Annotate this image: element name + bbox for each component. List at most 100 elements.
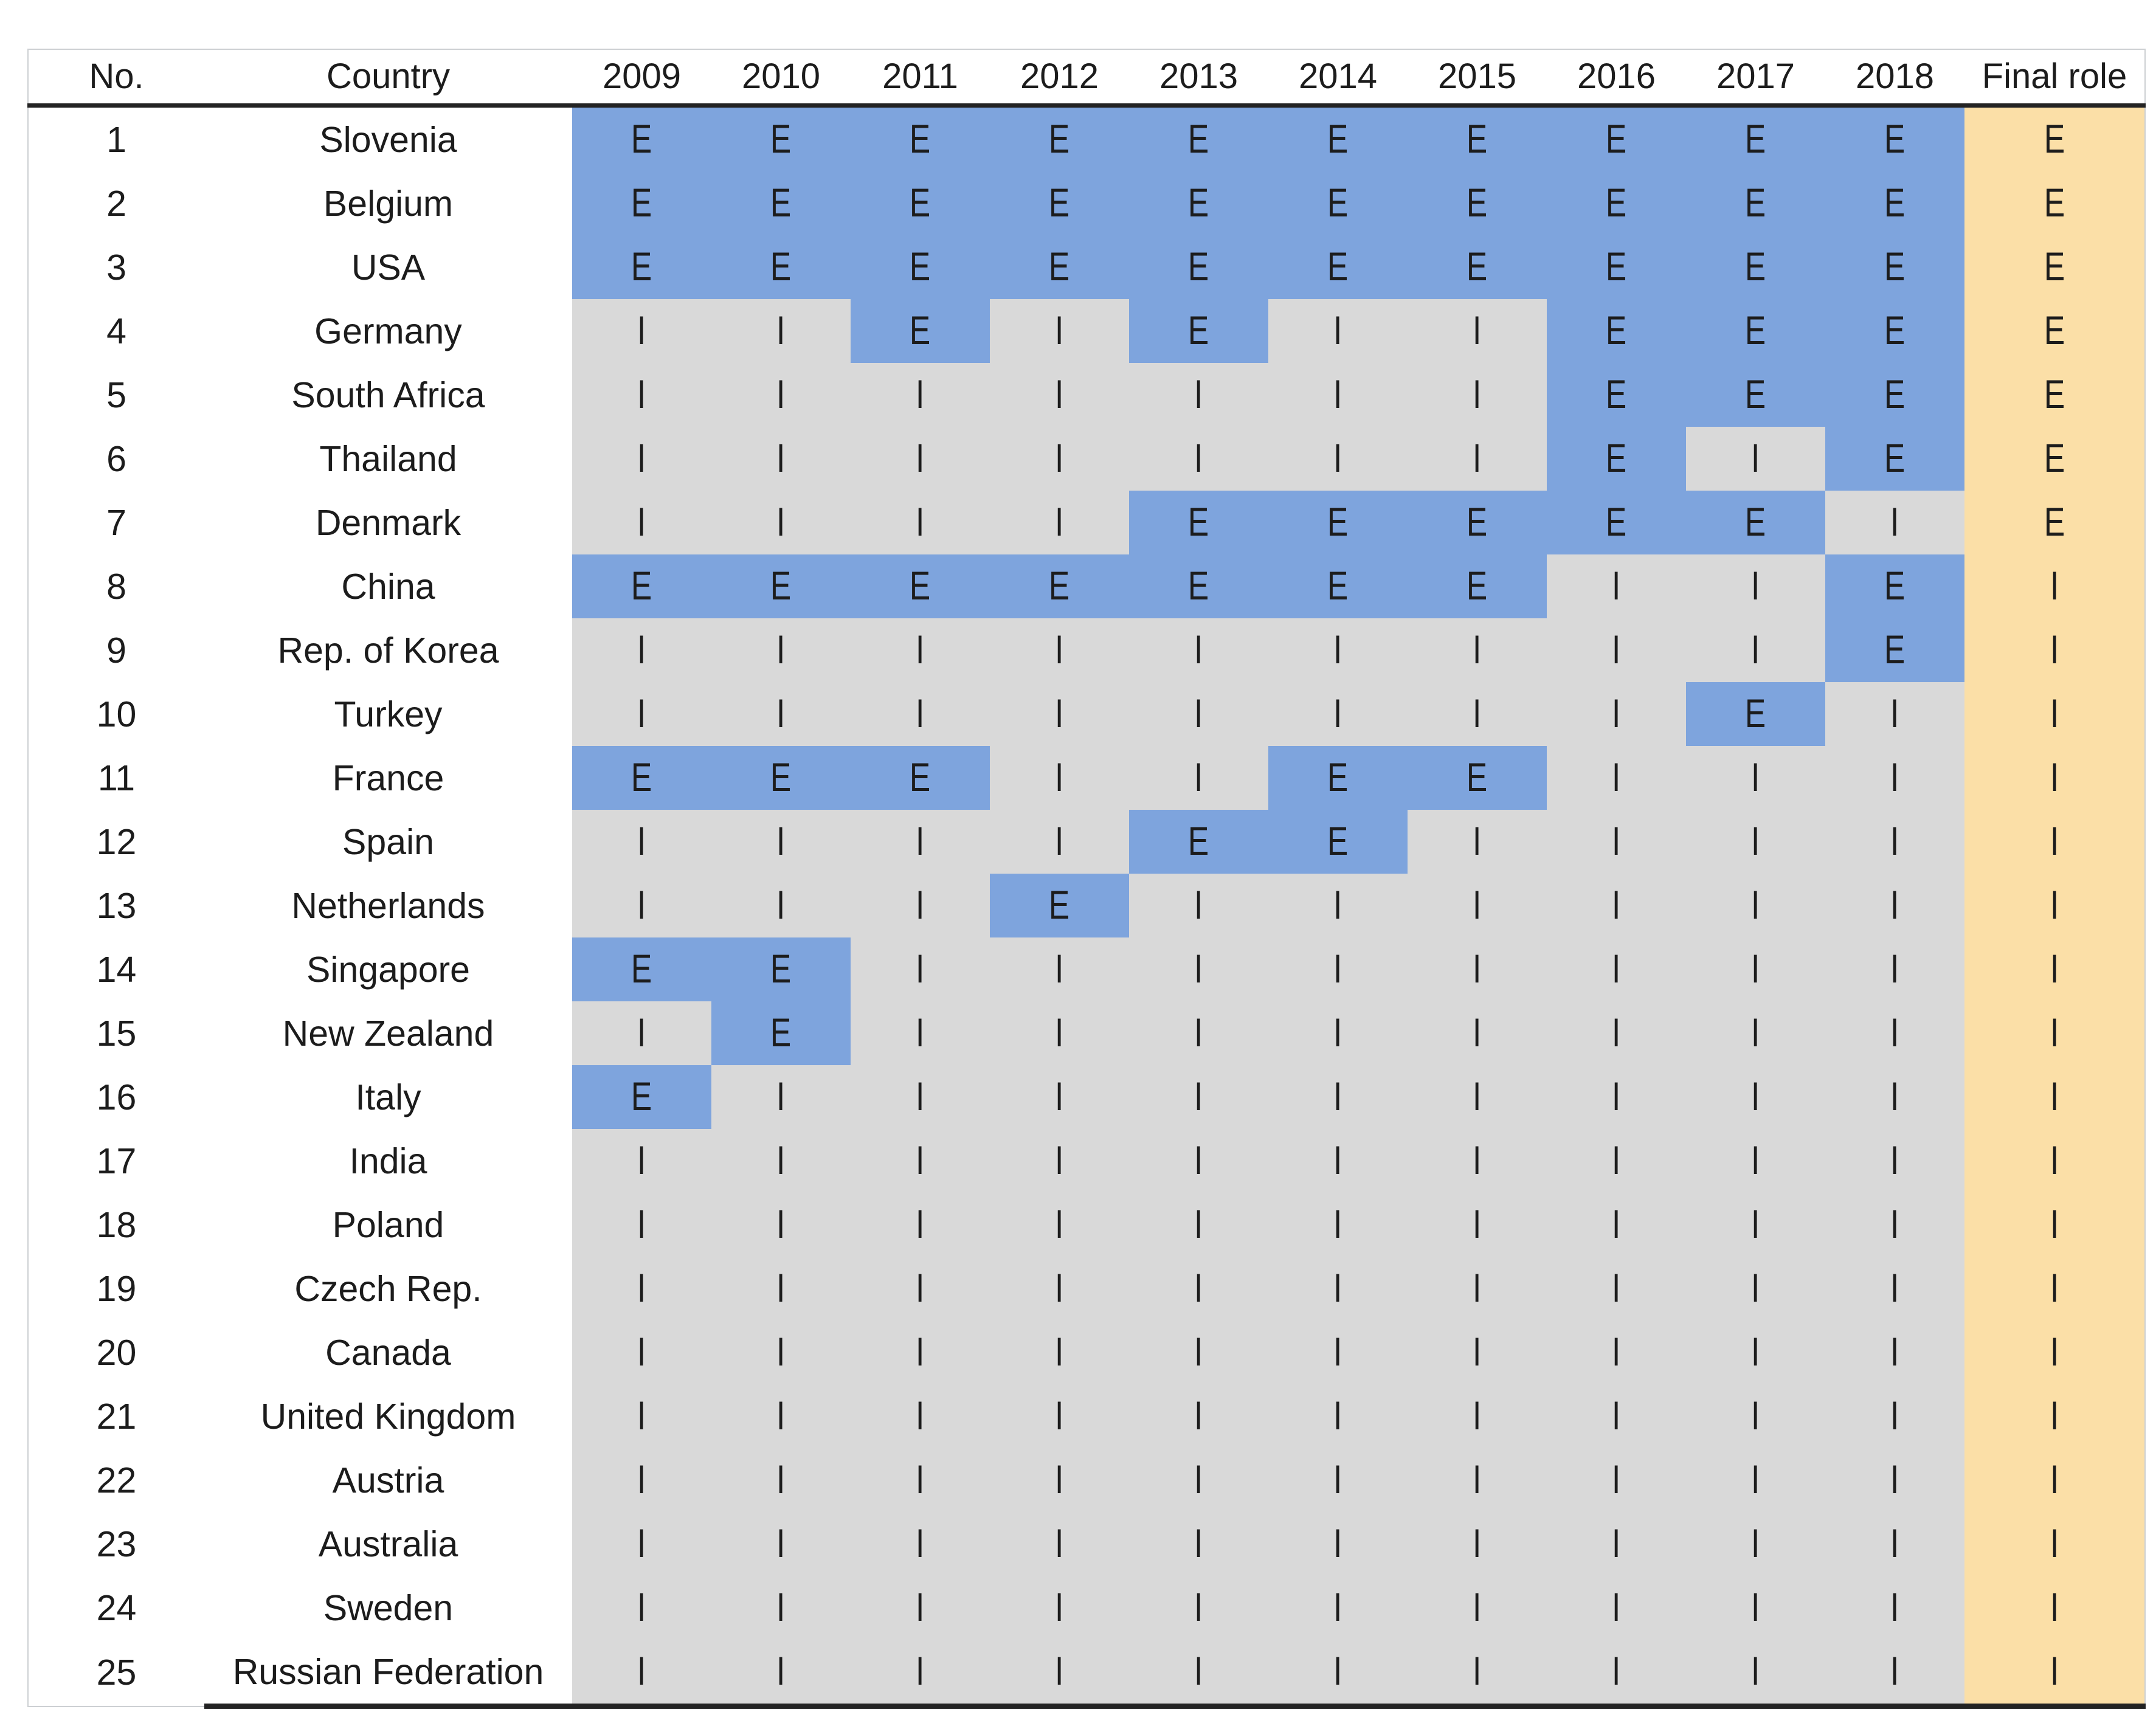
final-role-cell: E	[1964, 491, 2145, 554]
year-value-cell: I	[572, 1448, 711, 1512]
year-value-cell: I	[1825, 746, 1964, 810]
role-value: I	[637, 1010, 646, 1055]
year-value-cell: I	[1547, 618, 1686, 682]
table-row: 9 Rep. of Korea I I I I I I I I I E I	[28, 618, 2145, 682]
year-value-cell: I	[572, 1257, 711, 1321]
year-value-cell: E	[1547, 363, 1686, 427]
role-value: I	[1333, 1201, 1342, 1246]
role-value: I	[1055, 946, 1064, 991]
year-value-cell: I	[1408, 682, 1547, 746]
year-value-cell: I	[990, 1576, 1129, 1640]
year-value-cell: I	[1268, 1065, 1408, 1129]
role-value: I	[1751, 1138, 1760, 1182]
final-role-value: E	[2044, 244, 2065, 289]
year-value-cell: I	[572, 1129, 711, 1193]
year-value-cell: I	[990, 1001, 1129, 1065]
year-value-cell: I	[1547, 1448, 1686, 1512]
final-role-cell: I	[1964, 1129, 2145, 1193]
role-value: I	[1055, 499, 1064, 544]
country-cell: China	[204, 554, 572, 618]
year-value-cell: I	[1547, 1384, 1686, 1448]
row-number-cell: 20	[28, 1321, 204, 1384]
year-value-cell: I	[1825, 1448, 1964, 1512]
final-role-cell: E	[1964, 427, 2145, 491]
year-value-cell: I	[572, 1512, 711, 1576]
year-value-cell: I	[1825, 1512, 1964, 1576]
year-value-cell: I	[1268, 1321, 1408, 1384]
final-role-cell: E	[1964, 171, 2145, 235]
role-value: I	[1333, 946, 1342, 991]
year-value-cell: I	[711, 363, 851, 427]
role-value: E	[1327, 180, 1349, 225]
year-value-cell: E	[572, 171, 711, 235]
role-value: E	[1327, 563, 1349, 608]
year-value-cell: I	[851, 1576, 990, 1640]
role-value: I	[1333, 882, 1342, 927]
role-value: E	[1606, 180, 1627, 225]
role-value: I	[916, 1074, 925, 1119]
column-header-year-2014: 2014	[1268, 49, 1408, 108]
column-header-year-2012: 2012	[990, 49, 1129, 108]
role-value: I	[1194, 1329, 1203, 1374]
table-row: 7 Denmark I I I I E E E E E I E	[28, 491, 2145, 554]
country-role-table: No. Country 2009 2010 2011 2012 2013 2014 2015 20…	[27, 49, 2146, 1709]
role-value: I	[1751, 1648, 1760, 1693]
role-value: I	[1055, 1138, 1064, 1182]
role-value: E	[1884, 435, 1906, 480]
year-value-cell: E	[1825, 299, 1964, 363]
final-role-value: I	[2050, 1584, 2059, 1629]
role-value: I	[1055, 1584, 1064, 1629]
role-value: I	[1612, 1648, 1621, 1693]
final-role-cell: I	[1964, 1001, 2145, 1065]
role-value: I	[1333, 1457, 1342, 1502]
role-value: I	[1890, 1584, 1899, 1629]
role-value: E	[1467, 244, 1488, 289]
year-value-cell: I	[572, 1384, 711, 1448]
row-number-cell: 21	[28, 1384, 204, 1448]
year-value-cell: E	[1268, 171, 1408, 235]
table-row: 16 Italy E I I I I I I I I I I	[28, 1065, 2145, 1129]
final-role-value: I	[2050, 1265, 2059, 1310]
year-value-cell: E	[572, 937, 711, 1001]
role-value: I	[1890, 691, 1899, 736]
country-cell: Netherlands	[204, 874, 572, 937]
role-value: I	[1890, 1521, 1899, 1566]
role-value: I	[1890, 1457, 1899, 1502]
role-value: I	[1055, 1521, 1064, 1566]
role-value: E	[631, 946, 652, 991]
year-value-cell: E	[572, 235, 711, 299]
year-value-cell: I	[1686, 1129, 1825, 1193]
role-value: I	[1333, 435, 1342, 480]
country-cell: France	[204, 746, 572, 810]
year-value-cell: I	[1129, 682, 1268, 746]
role-value: I	[1055, 1648, 1064, 1693]
year-value-cell: I	[851, 810, 990, 874]
role-value: E	[1606, 499, 1627, 544]
role-value: I	[1055, 1010, 1064, 1055]
year-value-cell: I	[990, 1257, 1129, 1321]
role-value: I	[1473, 1393, 1482, 1438]
table-body: 1 Slovenia E E E E E E E E E E E 2 Belgium E E E E E E E E E E E 3…	[28, 105, 2145, 1709]
year-value-cell: E	[711, 937, 851, 1001]
role-value: I	[1612, 627, 1621, 672]
year-value-cell: I	[851, 491, 990, 554]
role-value: E	[910, 180, 931, 225]
role-value: I	[1612, 1393, 1621, 1438]
role-value: I	[1055, 1265, 1064, 1310]
role-value: I	[916, 1393, 925, 1438]
column-header-year-2010: 2010	[711, 49, 851, 108]
year-value-cell: I	[1686, 1193, 1825, 1257]
role-value: I	[1055, 371, 1064, 416]
year-value-cell: I	[1408, 1321, 1547, 1384]
year-value-cell: E	[1129, 491, 1268, 554]
role-value: I	[1751, 563, 1760, 608]
role-value: I	[1194, 1138, 1203, 1182]
year-value-cell: E	[1686, 171, 1825, 235]
role-value: E	[1745, 499, 1766, 544]
role-value: E	[1188, 308, 1209, 353]
year-value-cell: I	[1825, 874, 1964, 937]
final-role-cell: I	[1964, 1193, 2145, 1257]
year-value-cell: I	[1268, 1640, 1408, 1709]
year-value-cell: E	[572, 1065, 711, 1129]
final-role-value: I	[2050, 882, 2059, 927]
